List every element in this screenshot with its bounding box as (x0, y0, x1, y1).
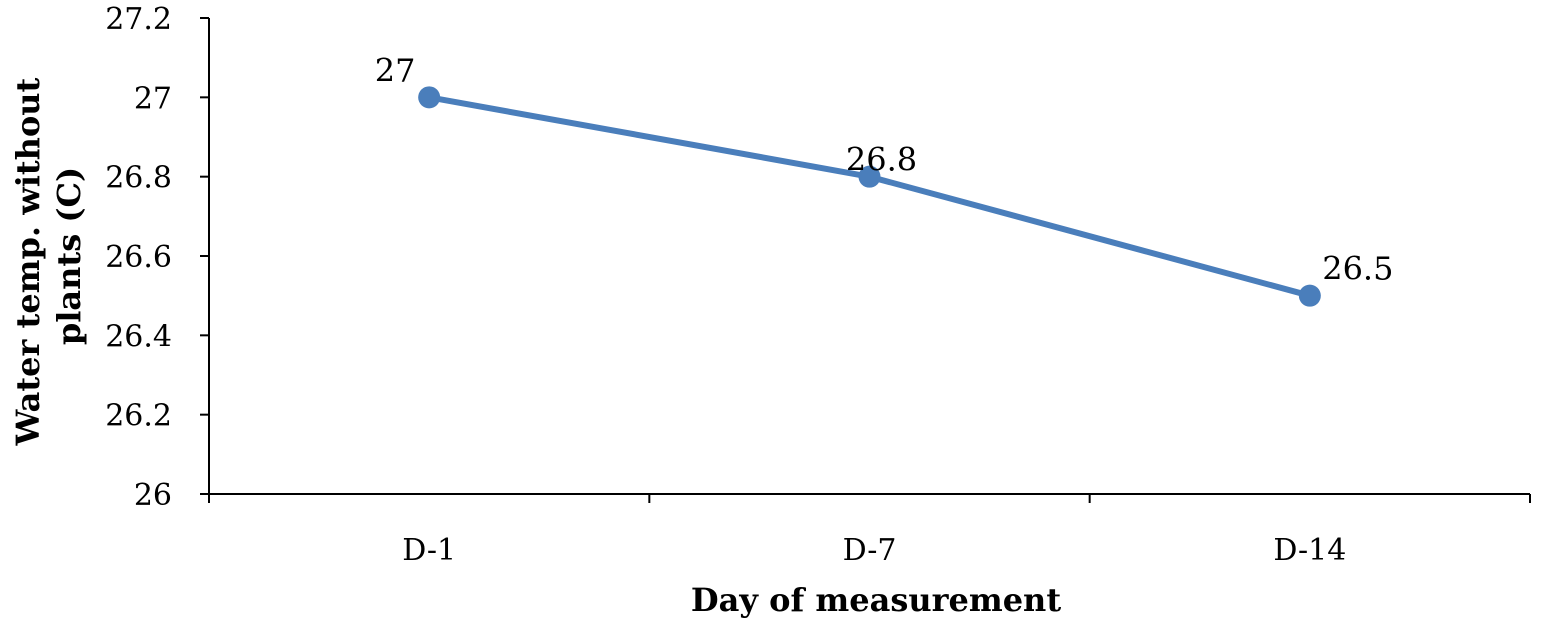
y-axis-title: Water temp. without plants (C) (9, 67, 88, 447)
y-tick-label: 26 (134, 478, 172, 513)
x-axis-title: Day of measurement (691, 581, 1061, 619)
data-label: 27 (375, 51, 416, 89)
y-tick-label: 26.4 (105, 319, 172, 354)
y-tick-label: 26.6 (105, 240, 172, 275)
y-axis-title-line-2: plants (C) (50, 167, 88, 345)
y-tick-label: 26.2 (105, 399, 172, 434)
y-tick-label: 26.8 (105, 161, 172, 196)
data-point (1298, 284, 1321, 307)
series-layer (418, 86, 1321, 307)
x-axis-ticks: D-1 D-7 D-14 (208, 494, 1531, 568)
y-axis-ticks: 26 26.2 26.4 26.6 26.8 27 27.2 (105, 2, 209, 513)
data-point (418, 86, 441, 109)
series-line (426, 94, 1313, 299)
data-label: 26.8 (846, 141, 917, 179)
data-point (858, 165, 881, 188)
data-label: 26.5 (1322, 250, 1393, 288)
x-tick-label: D-7 (843, 533, 897, 568)
y-axis-title-line-1: Water temp. without (9, 77, 47, 446)
y-tick-label: 27.2 (105, 2, 172, 37)
x-tick-label: D-14 (1273, 533, 1346, 568)
y-tick-label: 27 (134, 81, 172, 116)
data-labels: 27 26.8 26.5 (375, 51, 1394, 287)
x-tick-label: D-1 (402, 533, 456, 568)
